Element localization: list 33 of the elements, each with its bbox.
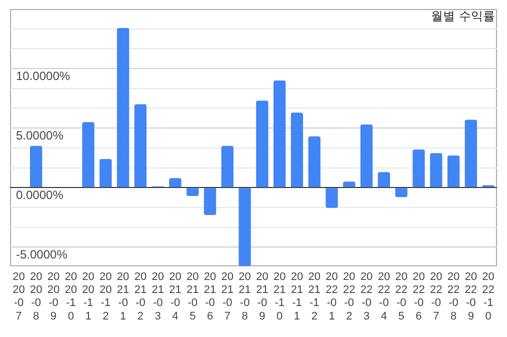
x-tick-label: 2020-12 bbox=[100, 270, 112, 322]
y-tick-label: 5.0000% bbox=[16, 128, 64, 142]
y-tick-label: -5.0000% bbox=[16, 247, 68, 262]
x-tick-label: 2021-07 bbox=[221, 270, 234, 322]
x-tick-label: 2021-10 bbox=[273, 270, 286, 322]
x-tick-label: 2022-03 bbox=[360, 270, 373, 322]
x-tick-label: 2020-11 bbox=[82, 270, 94, 322]
x-tick-label: 2021-12 bbox=[308, 270, 320, 322]
x-tick-label: 2020-07 bbox=[12, 270, 25, 322]
x-tick-label: 2021-06 bbox=[204, 270, 216, 322]
x-tick-label: 2021-11 bbox=[290, 270, 304, 322]
x-tick-label: 2022-06 bbox=[412, 270, 425, 322]
x-tick-label: 2021-09 bbox=[256, 270, 268, 322]
x-tick-label: 2021-05 bbox=[186, 270, 199, 322]
x-tick-label: 2020-10 bbox=[64, 270, 77, 322]
x-tick-label: 2022-10 bbox=[482, 270, 494, 322]
x-tick-label: 2021-04 bbox=[169, 270, 182, 322]
x-tick-label: 2020-08 bbox=[30, 270, 42, 322]
x-tick-label: 2022-02 bbox=[343, 270, 356, 322]
chart-title: 월별 수익률 bbox=[431, 9, 495, 24]
x-tick-label: 2021-03 bbox=[152, 270, 164, 322]
x-tick-label: 2022-08 bbox=[447, 270, 460, 322]
x-tick-label: 2022-05 bbox=[395, 270, 408, 322]
x-tick-label: 2021-01 bbox=[116, 270, 130, 322]
x-tick-label: 2022-07 bbox=[430, 270, 442, 322]
x-tick-label: 2022-09 bbox=[464, 270, 478, 322]
y-tick-label: 0.0000% bbox=[16, 188, 64, 202]
x-tick-label: 2021-08 bbox=[238, 270, 251, 322]
x-tick-label: 2020-09 bbox=[47, 270, 60, 322]
x-tick-label: 2021-02 bbox=[134, 270, 147, 322]
x-tick-label: 2022-04 bbox=[378, 270, 390, 322]
y-tick-label: 10.0000% bbox=[16, 68, 70, 83]
x-tick-label: 2022-01 bbox=[326, 270, 338, 322]
